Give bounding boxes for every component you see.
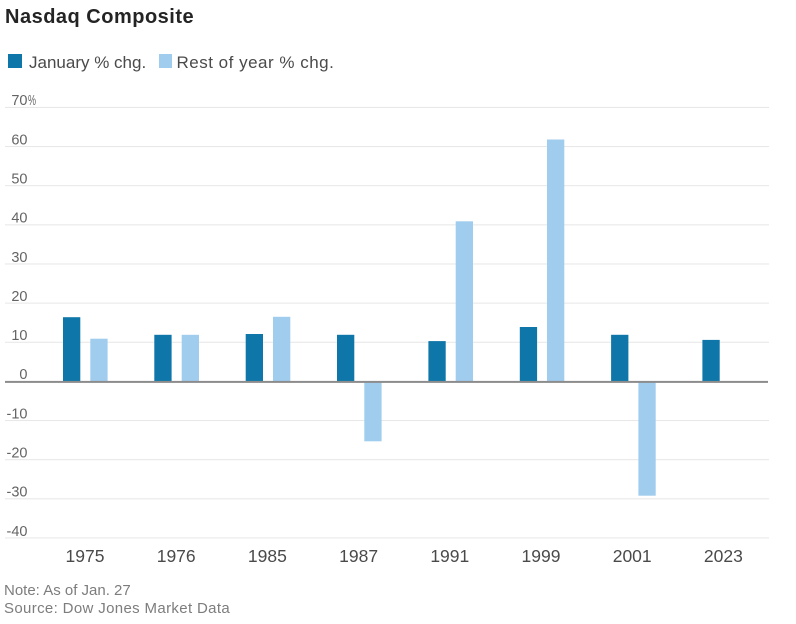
- svg-text:70: 70: [11, 93, 27, 109]
- svg-text:2001: 2001: [613, 546, 652, 566]
- svg-text:10: 10: [11, 328, 27, 344]
- svg-text:1999: 1999: [522, 546, 561, 566]
- svg-text:60: 60: [11, 132, 27, 148]
- svg-text:50: 50: [11, 172, 27, 188]
- svg-text:40: 40: [11, 211, 27, 227]
- svg-text:%: %: [28, 93, 36, 109]
- svg-text:1985: 1985: [248, 546, 287, 566]
- svg-text:2023: 2023: [704, 546, 743, 566]
- svg-text:20: 20: [11, 289, 27, 305]
- svg-text:-40: -40: [7, 524, 28, 540]
- svg-text:0: 0: [19, 367, 27, 383]
- svg-text:1991: 1991: [430, 546, 469, 566]
- svg-text:-20: -20: [7, 446, 28, 462]
- svg-text:30: 30: [11, 250, 27, 266]
- svg-text:1976: 1976: [157, 546, 196, 566]
- svg-text:1975: 1975: [66, 546, 105, 566]
- svg-text:-10: -10: [7, 406, 28, 422]
- svg-text:-30: -30: [7, 485, 28, 501]
- svg-text:1987: 1987: [339, 546, 378, 566]
